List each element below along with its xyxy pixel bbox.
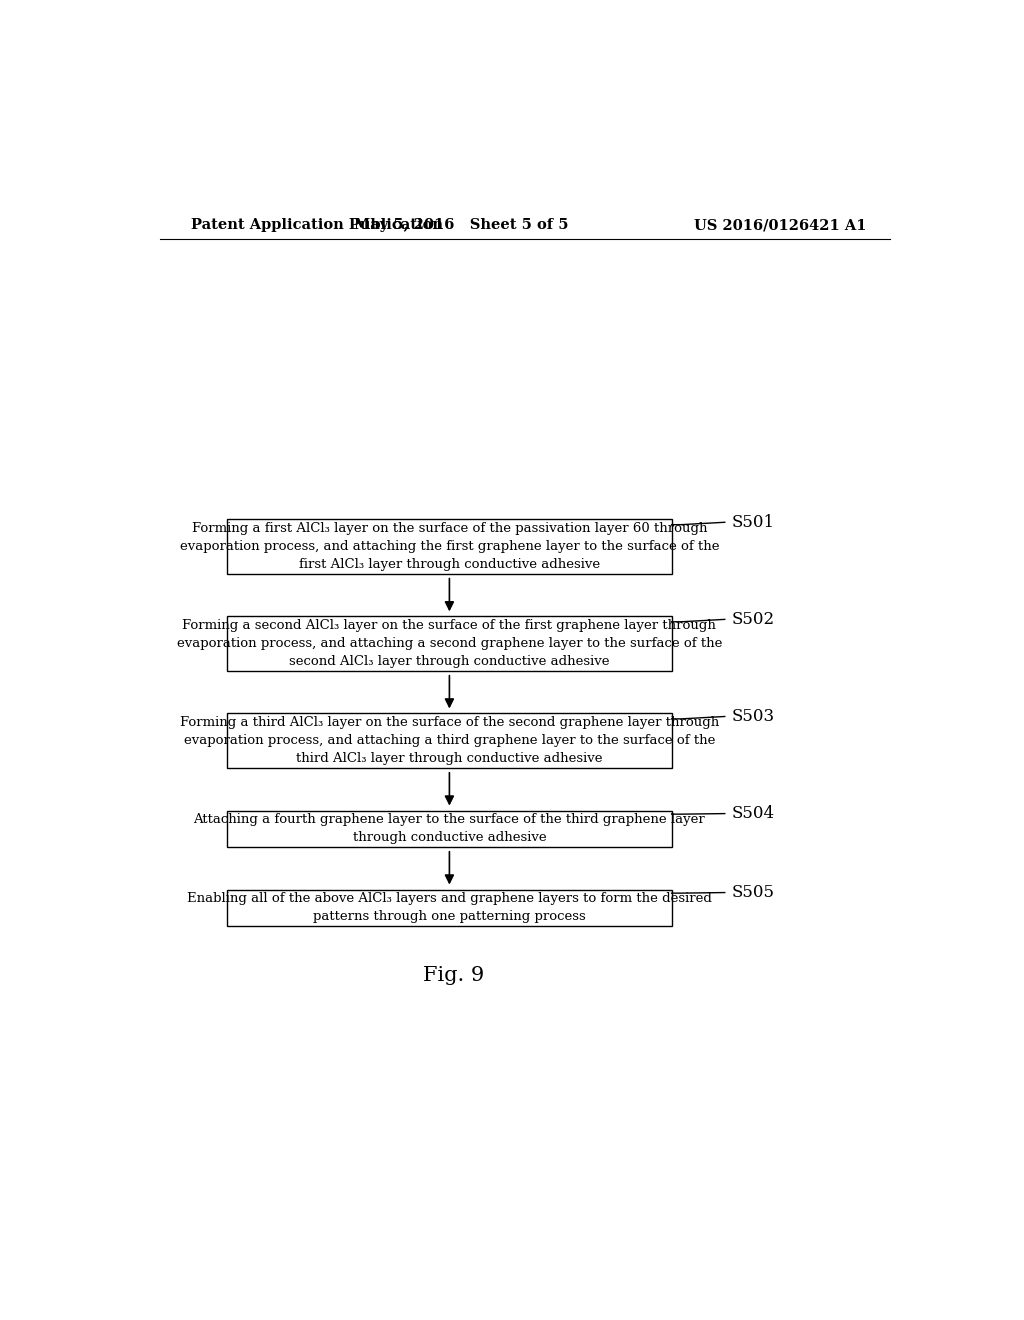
Text: Fig. 9: Fig. 9 [423, 966, 484, 986]
Text: Forming a first AlCl₃ layer on the surface of the passivation layer 60 through
e: Forming a first AlCl₃ layer on the surfa… [179, 521, 719, 572]
Text: S504: S504 [731, 805, 774, 822]
Text: Attaching a fourth graphene layer to the surface of the third graphene layer
thr: Attaching a fourth graphene layer to the… [194, 813, 706, 845]
Text: S505: S505 [731, 884, 774, 902]
Text: S502: S502 [731, 611, 774, 628]
Text: US 2016/0126421 A1: US 2016/0126421 A1 [693, 219, 866, 232]
Text: S503: S503 [731, 709, 774, 726]
Bar [227, 519, 672, 574]
Bar [227, 890, 672, 925]
Bar [227, 616, 672, 671]
Text: Patent Application Publication: Patent Application Publication [191, 219, 443, 232]
Text: May 5, 2016   Sheet 5 of 5: May 5, 2016 Sheet 5 of 5 [354, 219, 568, 232]
Text: S501: S501 [731, 515, 774, 531]
Bar [227, 810, 672, 847]
Bar [227, 713, 672, 768]
Text: Enabling all of the above AlCl₃ layers and graphene layers to form the desired
p: Enabling all of the above AlCl₃ layers a… [187, 892, 712, 923]
Text: Forming a third AlCl₃ layer on the surface of the second graphene layer through
: Forming a third AlCl₃ layer on the surfa… [180, 717, 719, 766]
Text: Forming a second AlCl₃ layer on the surface of the first graphene layer through
: Forming a second AlCl₃ layer on the surf… [177, 619, 722, 668]
